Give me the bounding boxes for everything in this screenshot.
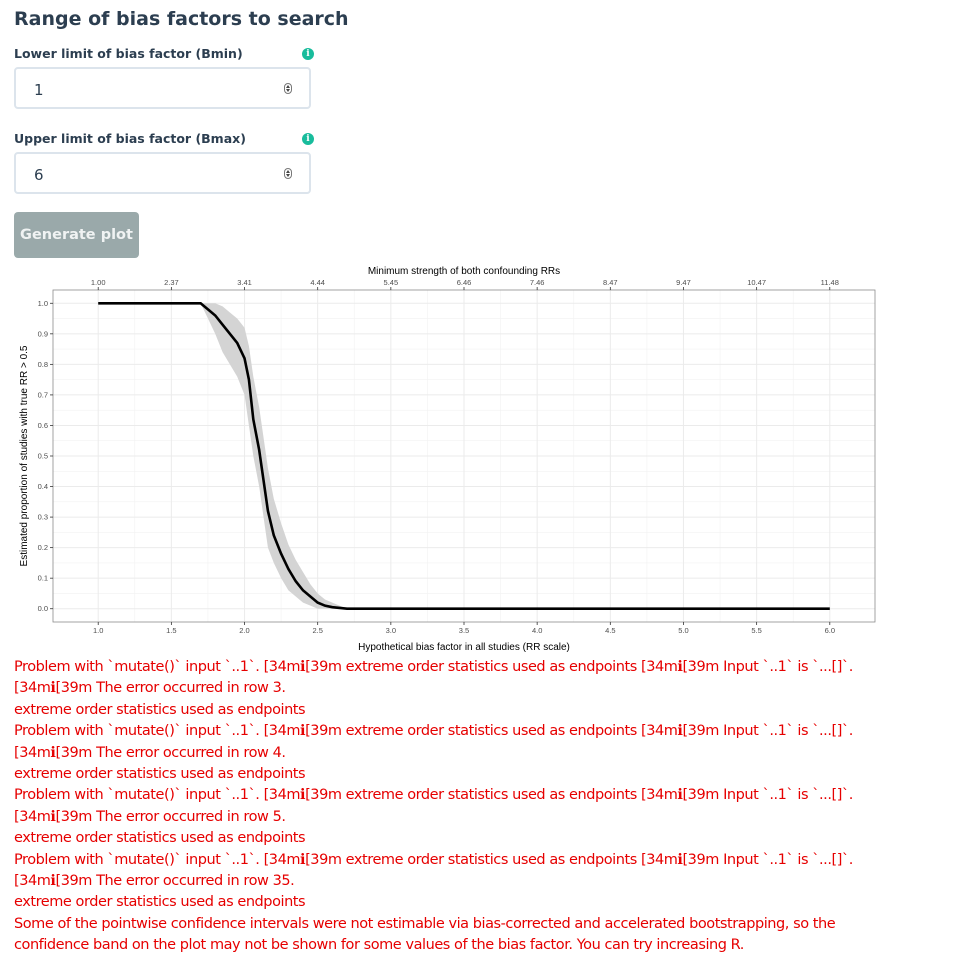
series-line bbox=[98, 301, 830, 611]
info-circle-icon[interactable]: i bbox=[302, 133, 314, 145]
bmin-input[interactable]: 1 bbox=[14, 67, 311, 109]
generate-plot-button[interactable]: Generate plot bbox=[14, 212, 139, 258]
info-circle-icon[interactable]: i bbox=[302, 48, 314, 60]
top-tick-label: 9.47 bbox=[676, 278, 691, 287]
error-message: Problem with `mutate()` input `..1`. [34… bbox=[14, 723, 853, 761]
error-message: Problem with `mutate()` input `..1`. [34… bbox=[14, 851, 853, 890]
top-tick-label: 1.00 bbox=[91, 278, 106, 287]
x-tick-label: 3.0 bbox=[386, 626, 396, 635]
section-title: Range of bias factors to search bbox=[14, 8, 349, 30]
y-tick-label: 0.7 bbox=[38, 390, 48, 399]
note-message: Some of the pointwise confidence interva… bbox=[14, 915, 836, 954]
x-tick-label: 1.0 bbox=[93, 626, 103, 635]
chart-title: Minimum strength of both confounding RRs bbox=[368, 266, 560, 277]
bmax-value: 6 bbox=[34, 166, 44, 184]
warning-message: extreme order statistics used as endpoin… bbox=[14, 766, 306, 783]
x-tick-label: 6.0 bbox=[825, 626, 835, 635]
top-tick-label: 5.45 bbox=[384, 278, 399, 287]
y-tick-label: 0.8 bbox=[38, 360, 48, 369]
y-tick-label: 0.3 bbox=[38, 513, 48, 522]
number-spinner-icon[interactable] bbox=[284, 168, 292, 179]
y-axis-label: Estimated proportion of studies with tru… bbox=[19, 345, 30, 566]
top-tick-label: 6.46 bbox=[457, 278, 472, 287]
top-tick-label: 4.44 bbox=[310, 278, 325, 287]
x-tick-label: 2.0 bbox=[239, 626, 249, 635]
confidence-band bbox=[98, 303, 830, 609]
y-tick-label: 0.5 bbox=[38, 452, 48, 461]
x-tick-label: 2.5 bbox=[312, 626, 322, 635]
y-tick-label: 0.6 bbox=[38, 421, 48, 430]
y-tick-label: 1.0 bbox=[38, 299, 48, 308]
bmax-input[interactable]: 6 bbox=[14, 152, 311, 194]
number-spinner-icon[interactable] bbox=[284, 83, 292, 94]
bmin-value: 1 bbox=[34, 81, 44, 99]
x-tick-label: 3.5 bbox=[459, 626, 469, 635]
bmin-label: Lower limit of bias factor (Bmin) bbox=[14, 46, 243, 61]
y-tick-label: 0.9 bbox=[38, 329, 48, 338]
top-tick-label: 8.47 bbox=[603, 278, 618, 287]
warning-message: extreme order statistics used as endpoin… bbox=[14, 894, 306, 911]
error-message: Problem with `mutate()` input `..1`. [34… bbox=[14, 787, 853, 825]
top-tick-label: 2.37 bbox=[164, 278, 179, 287]
warning-message: extreme order statistics used as endpoin… bbox=[14, 830, 306, 847]
error-message: Problem with `mutate()` input `..1`. [34… bbox=[14, 659, 853, 697]
bias-factor-plot: 1.0 1.00 1.5 2.37 2.0 3.41 2.5 4.44 3.0 5.45 3.5 6.… bbox=[19, 266, 876, 653]
y-tick-label: 0.1 bbox=[38, 574, 48, 583]
y-tick-label: 0.0 bbox=[38, 604, 48, 613]
top-tick-label: 3.41 bbox=[237, 278, 252, 287]
warning-message: extreme order statistics used as endpoin… bbox=[14, 701, 306, 718]
x-axis-label: Hypothetical bias factor in all studies … bbox=[358, 642, 570, 653]
top-tick-label: 11.48 bbox=[821, 278, 839, 287]
x-tick-label: 1.5 bbox=[166, 626, 176, 635]
top-tick-label: 7.46 bbox=[530, 278, 545, 287]
error-messages: Problem with `mutate()` input `..1`. [34… bbox=[14, 657, 914, 957]
x-tick-label: 4.5 bbox=[605, 626, 615, 635]
bmax-label: Upper limit of bias factor (Bmax) bbox=[14, 131, 246, 146]
y-tick-label: 0.4 bbox=[38, 482, 48, 491]
top-tick-label: 10.47 bbox=[747, 278, 766, 287]
x-tick-label: 4.0 bbox=[532, 626, 542, 635]
x-tick-label: 5.5 bbox=[751, 626, 761, 635]
y-tick-label: 0.2 bbox=[38, 543, 48, 552]
x-tick-label: 5.0 bbox=[678, 626, 688, 635]
